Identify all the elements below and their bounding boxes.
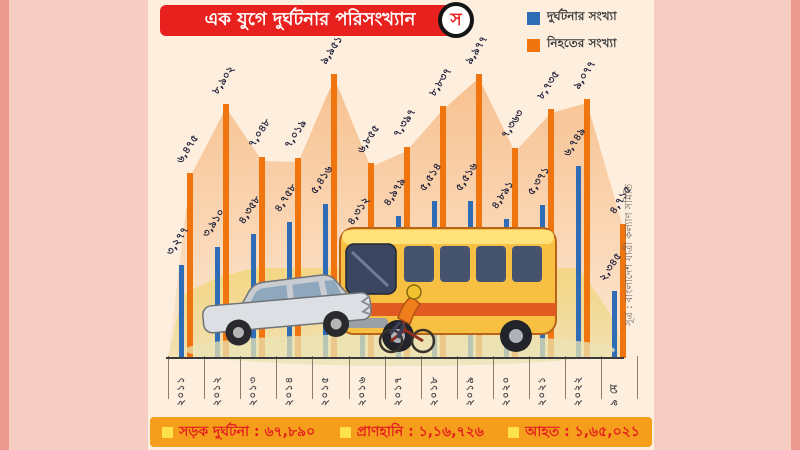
chart-bar xyxy=(179,265,184,358)
axis-tick xyxy=(348,356,350,399)
chart-bar xyxy=(215,247,221,358)
axis-tick xyxy=(204,356,206,399)
axis-tick xyxy=(456,356,458,399)
year-axis-label: ২০১৯ xyxy=(464,376,476,406)
summary-injured-label: আহত xyxy=(525,424,560,440)
axis-tick xyxy=(312,356,314,399)
year-axis-label: ২০১১ xyxy=(176,376,187,406)
chart-bar xyxy=(259,157,266,358)
summary-deaths-label: প্রাণহানি xyxy=(356,424,404,440)
year-axis-label: ২০১৭ xyxy=(392,376,404,406)
year-axis-label: ২০১৮ xyxy=(428,376,440,406)
axis-tick xyxy=(240,356,242,399)
axis-tick xyxy=(492,356,494,399)
chart-bar xyxy=(295,158,302,358)
chart-bar xyxy=(187,173,193,358)
samakal-logo: স xyxy=(438,2,474,38)
axis-tick xyxy=(529,356,530,399)
year-axis-label: ২০২১ xyxy=(537,376,548,406)
bus-illustration xyxy=(334,227,557,352)
summary-injured: আহত : ১,৬৫,০২১ xyxy=(508,420,640,444)
legend-accidents: দুর্ঘটনার সংখ্যা xyxy=(527,8,617,28)
legend-deaths-label: নিহতের সংখ্যা xyxy=(547,36,617,50)
chart-bar xyxy=(475,74,482,358)
axis-tick xyxy=(420,356,422,399)
axis-tick xyxy=(384,356,386,399)
chart-bar xyxy=(576,166,582,358)
axis-tick xyxy=(276,356,278,399)
summary-deaths-value: ১,১৬,৭২৬ xyxy=(418,424,484,440)
source-credit: সূত্র : বাংলাদেশ যাত্রী কল্যাণ সমিতি xyxy=(624,183,635,327)
logo-letter: স xyxy=(450,9,462,30)
car-illustration xyxy=(202,274,373,346)
page-title: এক যুগে দুর্ঘটনার পরিসংখ্যান xyxy=(204,9,416,30)
chart-bar xyxy=(620,224,627,358)
axis-tick xyxy=(637,356,639,399)
motorcycle-rider-illustration xyxy=(378,284,436,354)
bullet-square-icon xyxy=(339,426,351,438)
year-axis-label: ২০২২ xyxy=(573,375,585,406)
left-edge-strip xyxy=(0,0,9,450)
summary-accidents-label: সড়ক দুর্ঘটনা xyxy=(179,424,250,440)
legend-deaths: নিহতের সংখ্যা xyxy=(527,35,617,55)
x-axis-line xyxy=(166,357,624,359)
axis-tick xyxy=(565,356,567,399)
legend-accidents-label: দুর্ঘটনার সংখ্যা xyxy=(547,9,617,23)
chart-bar xyxy=(584,99,591,358)
right-edge-strip xyxy=(791,0,800,450)
axis-tick xyxy=(168,356,169,399)
chart-bar xyxy=(331,74,338,358)
axis-tick xyxy=(601,356,603,399)
title-bar: এক যুগে দুর্ঘটনার পরিসংখ্যান xyxy=(160,5,460,36)
year-axis-label: ২০১৪ xyxy=(284,376,296,406)
year-axis-label: ২০১৫ xyxy=(320,376,332,406)
summary-deaths: প্রাণহানি : ১,১৬,৭২৬ xyxy=(339,420,484,444)
bullet-square-icon xyxy=(162,426,174,438)
year-axis-label: ২০১৬ xyxy=(356,376,368,406)
summary-accidents-value: ৬৭,৮৯০ xyxy=(264,424,316,440)
summary-bar: সড়ক দুর্ঘটনা : ৬৭,৮৯০ প্রাণহানি : ১,১৬,… xyxy=(150,417,652,447)
year-axis-label: ২০১৩ xyxy=(248,376,260,406)
summary-accidents: সড়ক দুর্ঘটনা : ৬৭,৮৯০ xyxy=(162,420,315,444)
accidents-swatch xyxy=(527,11,540,25)
chart-bar xyxy=(223,104,230,358)
bullet-square-icon xyxy=(508,426,520,438)
summary-injured-value: ১,৬৫,০২১ xyxy=(574,424,640,440)
year-axis-label: ২০১২ xyxy=(212,376,224,406)
year-axis-label: ২০২০ xyxy=(500,375,512,406)
deaths-swatch xyxy=(527,38,540,52)
chart-bar xyxy=(612,291,618,358)
chart-legend: দুর্ঘটনার সংখ্যা নিহতের সংখ্যা xyxy=(527,8,617,62)
